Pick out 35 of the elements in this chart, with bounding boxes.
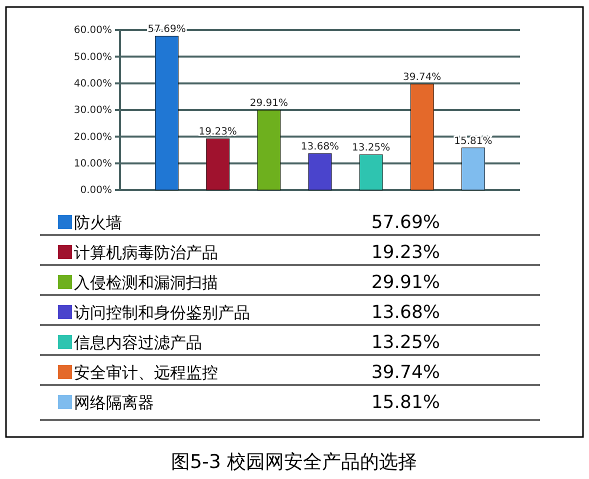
bar — [359, 154, 383, 190]
y-tick-label: 0.00% — [80, 185, 112, 196]
y-tick-label: 50.00% — [74, 52, 112, 63]
data-label: 13.25% — [352, 142, 390, 154]
data-label: 19.23% — [198, 126, 237, 138]
text: 19.23% — [371, 242, 440, 263]
data-label: 29.91% — [250, 98, 288, 110]
text: 29.91% — [371, 272, 440, 293]
bar — [257, 110, 281, 190]
bar — [206, 138, 230, 190]
legend-label: 访问控制和身份鉴别产品 — [74, 303, 250, 322]
legend-label: 网络隔离器 — [74, 393, 154, 412]
text: 15.81% — [371, 392, 440, 413]
y-tick-label: 30.00% — [74, 105, 112, 116]
legend-label: 安全审计、远程监控 — [74, 363, 218, 382]
y-tick-label: 60.00% — [74, 25, 112, 36]
data-label: 13.68% — [300, 142, 340, 153]
text: 13.25% — [371, 332, 440, 353]
legend-label: 计算机病毒防治产品 — [74, 243, 218, 262]
bar — [155, 36, 179, 190]
text: 13.68% — [371, 302, 440, 323]
data-label: 39.74% — [403, 72, 442, 84]
y-tick-label: 40.00% — [74, 78, 112, 90]
y-tick-label: 10.00% — [74, 158, 112, 170]
bar — [410, 84, 434, 190]
text: 图5-3 校园网安全产品的选择 — [170, 451, 418, 473]
bar — [308, 153, 332, 190]
legend-label: 防火墙 — [74, 213, 122, 232]
y-tick-label: 20.00% — [74, 132, 112, 143]
data-label: 15.81% — [454, 136, 492, 147]
bar — [461, 148, 485, 190]
legend-label: 入侵检测和漏洞扫描 — [74, 273, 218, 292]
text: 39.74% — [371, 362, 440, 383]
text: 57.69% — [371, 212, 440, 233]
legend-label: 信息内容过滤产品 — [74, 333, 202, 352]
